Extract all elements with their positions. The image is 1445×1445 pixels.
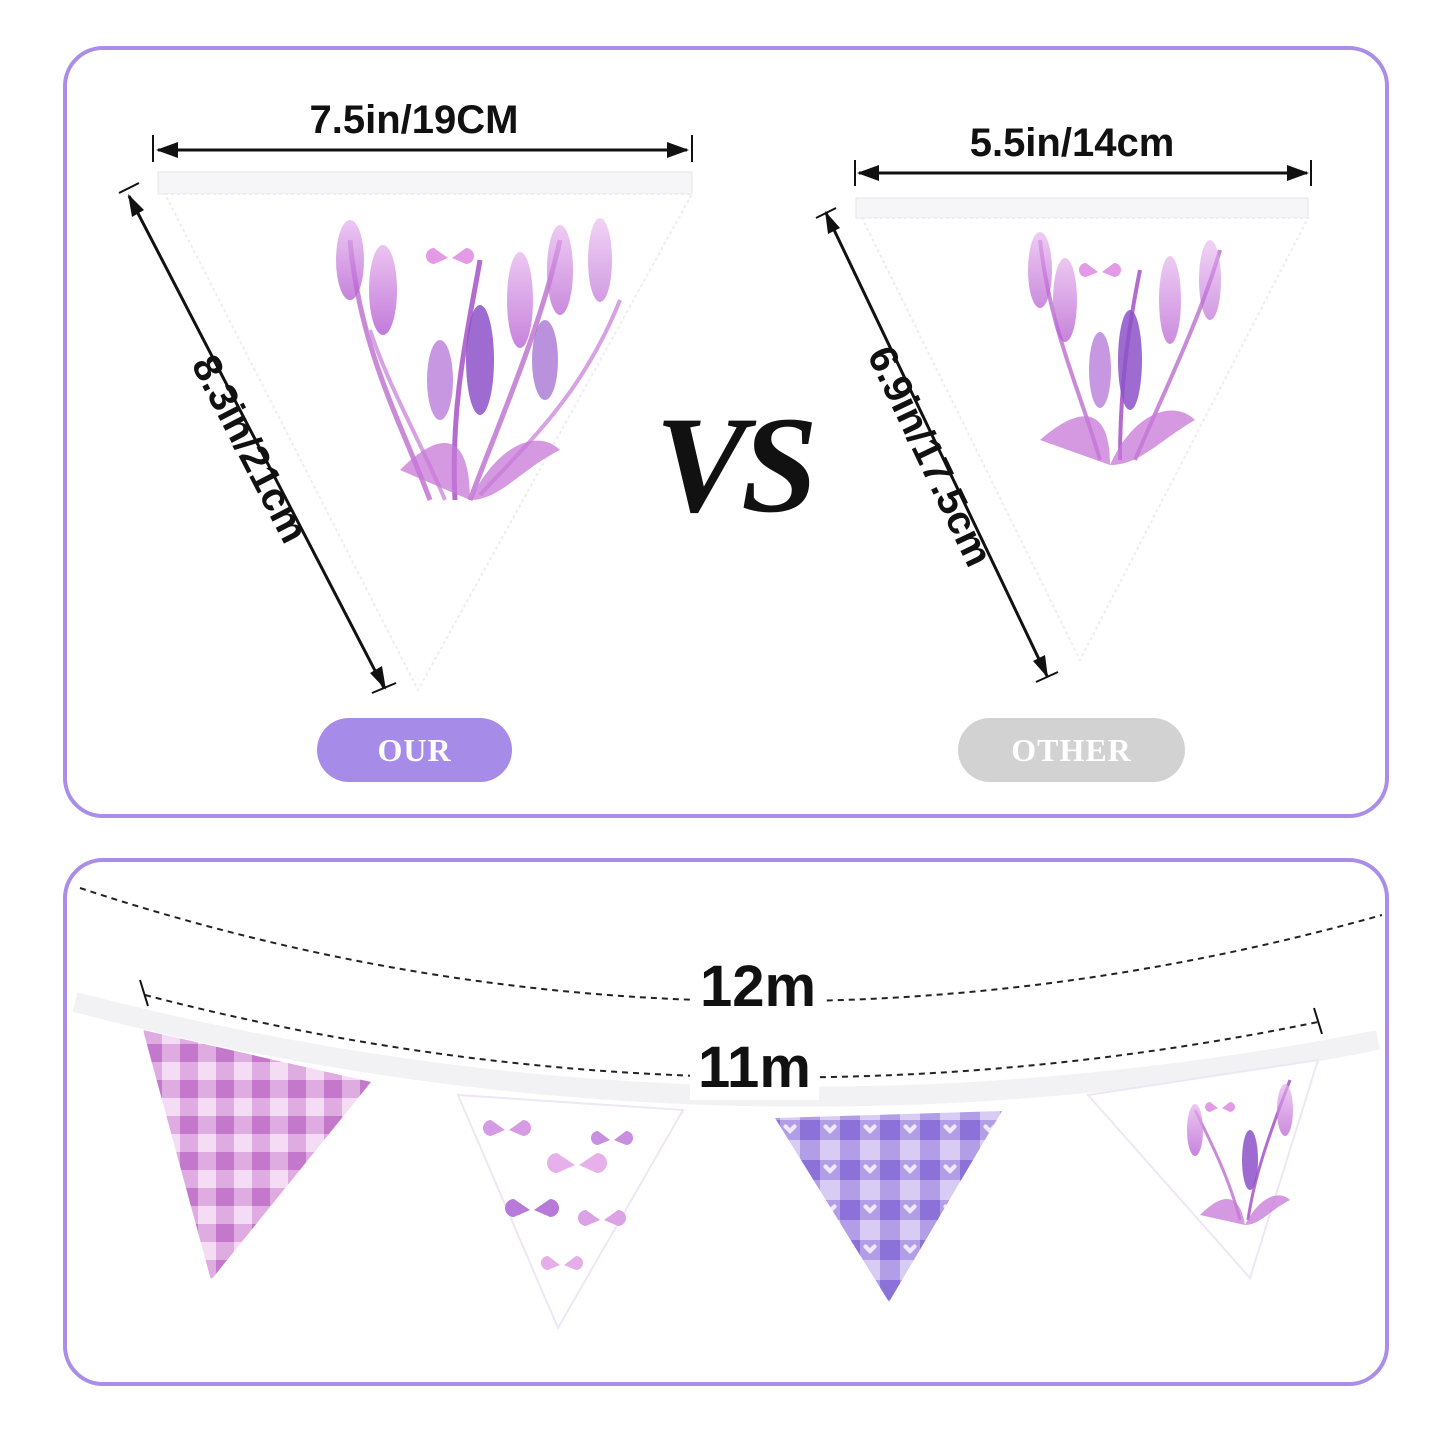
arrow-right-icon [1287, 165, 1309, 181]
arrow-down-icon [370, 666, 386, 690]
butterfly-icon [547, 1153, 607, 1173]
pennant-lavender [1086, 1058, 1320, 1280]
our-pennant-binding [157, 171, 693, 195]
other-width-label: 5.5in/14cm [970, 121, 1175, 165]
pennant-purple-gingham-hearts [775, 1111, 1002, 1302]
butterfly-icon [426, 248, 474, 264]
butterfly-icon [1079, 263, 1121, 277]
our-pennant [157, 171, 694, 693]
pennant-butterflies [456, 1093, 685, 1331]
total-length-label: 12m [692, 955, 825, 1019]
butterfly-icon [483, 1120, 531, 1136]
other-badge: OTHER [958, 718, 1185, 782]
other-width-dimension: 5.5in/14cm [854, 121, 1312, 186]
arrow-up-icon [128, 194, 144, 217]
arrow-left-icon [156, 142, 178, 158]
other-lavender-artwork [1028, 232, 1222, 465]
arrow-up-icon [825, 211, 840, 234]
vs-label: VS [655, 388, 818, 541]
butterfly-icon [578, 1210, 626, 1226]
our-lavender-artwork [336, 218, 622, 501]
pennant-pink-gingham [143, 1030, 371, 1280]
butterfly-icon [591, 1131, 633, 1145]
our-width-dimension: 7.5in/19CM [152, 98, 693, 162]
butterfly-icon [505, 1199, 559, 1217]
our-badge: OUR [317, 718, 512, 782]
arrow-left-icon [857, 165, 879, 181]
arrow-down-icon [1033, 655, 1048, 678]
bunting-pennants [143, 1030, 1320, 1331]
butterfly-icon [1205, 1102, 1235, 1112]
flag-span-length-label: 11m [690, 1036, 819, 1100]
our-width-label: 7.5in/19CM [310, 98, 519, 142]
total-length-line [79, 887, 1383, 1003]
arrow-right-icon [667, 142, 689, 158]
other-pennant [855, 197, 1310, 663]
other-pennant-binding [855, 197, 1309, 219]
butterfly-icon [541, 1256, 583, 1270]
